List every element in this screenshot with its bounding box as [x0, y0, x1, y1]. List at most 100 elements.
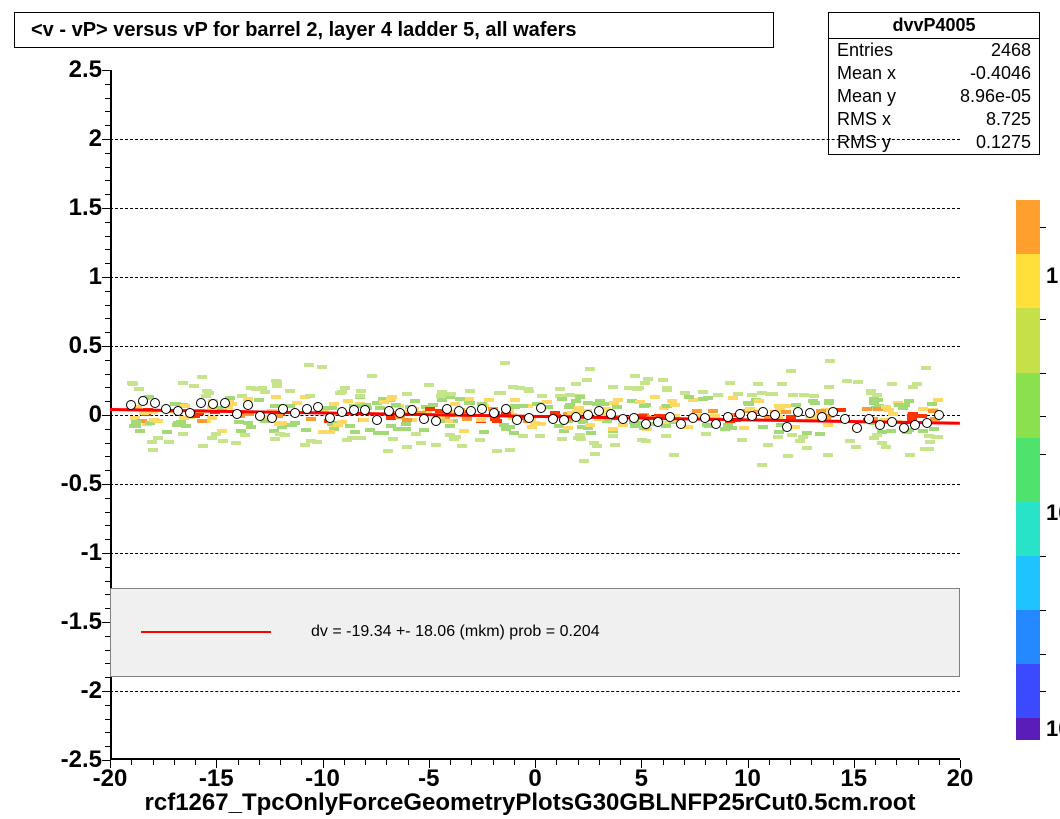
- profile-marker: [922, 418, 932, 428]
- heatmap-cell: [823, 423, 833, 427]
- heatmap-cell: [862, 407, 872, 411]
- heatmap-cell: [630, 424, 640, 428]
- grid-line: [110, 208, 960, 209]
- colorbar-segment: [1016, 254, 1040, 308]
- x-minor-tick: [896, 760, 897, 765]
- profile-marker: [501, 404, 511, 414]
- y-minor-tick: [105, 512, 110, 513]
- profile-marker: [536, 403, 546, 413]
- heatmap-cell: [515, 386, 525, 390]
- heatmap-cell: [416, 441, 426, 445]
- heatmap-cell: [201, 394, 211, 398]
- x-minor-tick: [684, 760, 685, 765]
- heatmap-cell: [635, 400, 645, 404]
- y-minor-tick: [105, 498, 110, 499]
- profile-marker: [934, 410, 944, 420]
- y-minor-tick: [105, 332, 110, 333]
- profile-marker: [454, 406, 464, 416]
- y-tick: [102, 484, 110, 485]
- heatmap-cell: [301, 428, 311, 432]
- heatmap-cell: [446, 392, 456, 396]
- plot-title: <v - vP> versus vP for barrel 2, layer 4…: [14, 12, 774, 48]
- heatmap-cell: [304, 363, 314, 367]
- heatmap-cell: [445, 424, 455, 428]
- heatmap-cell: [574, 406, 584, 410]
- x-minor-tick: [620, 760, 621, 765]
- x-minor-tick: [238, 760, 239, 765]
- heatmap-cell: [757, 463, 767, 467]
- heatmap-cell: [753, 382, 763, 386]
- y-tick: [102, 415, 110, 416]
- profile-marker: [700, 413, 710, 423]
- heatmap-cell: [698, 390, 708, 394]
- heatmap-cell: [555, 387, 565, 391]
- heatmap-cell: [234, 420, 244, 424]
- heatmap-cell: [181, 424, 191, 428]
- y-minor-tick: [105, 456, 110, 457]
- heatmap-cell: [505, 425, 515, 429]
- heatmap-cell: [198, 444, 208, 448]
- y-tick-label: 0.5: [42, 332, 102, 360]
- profile-marker: [723, 412, 733, 422]
- stats-value: 8.725: [986, 109, 1031, 130]
- heatmap-cell: [823, 453, 833, 457]
- profile-marker: [477, 404, 487, 414]
- profile-marker: [161, 404, 171, 414]
- heatmap-cell: [871, 398, 881, 402]
- heatmap-cell: [713, 393, 723, 397]
- heatmap-cell: [379, 400, 389, 404]
- x-minor-tick: [365, 760, 366, 765]
- heatmap-cell: [134, 387, 144, 391]
- x-minor-tick: [174, 760, 175, 765]
- y-minor-tick: [105, 180, 110, 181]
- heatmap-cell: [931, 435, 941, 439]
- heatmap-cell: [178, 432, 188, 436]
- heatmap-cell: [586, 431, 596, 435]
- heatmap-cell: [476, 418, 486, 422]
- heatmap-cell: [824, 385, 834, 389]
- heatmap-cell: [763, 443, 773, 447]
- heatmap-cell: [585, 423, 595, 427]
- y-tick: [102, 346, 110, 347]
- heatmap-cell: [557, 397, 567, 401]
- colorbar-tick: [1040, 373, 1046, 374]
- heatmap-cell: [484, 398, 494, 402]
- heatmap-cell: [929, 427, 939, 431]
- heatmap-cell: [884, 408, 894, 412]
- y-tick-label: 2.5: [42, 56, 102, 84]
- heatmap-cell: [465, 401, 475, 405]
- profile-marker: [267, 413, 277, 423]
- heatmap-cell: [391, 403, 401, 407]
- profile-marker: [629, 413, 639, 423]
- heatmap-cell: [612, 405, 622, 409]
- heatmap-cell: [153, 436, 163, 440]
- heatmap-cell: [436, 394, 446, 398]
- heatmap-cell: [337, 390, 347, 394]
- y-minor-tick: [105, 567, 110, 568]
- profile-marker: [512, 415, 522, 425]
- heatmap-cell: [317, 365, 327, 369]
- heatmap-cell: [640, 381, 650, 385]
- profile-marker: [594, 406, 604, 416]
- x-minor-tick: [471, 760, 472, 765]
- heatmap-cell: [445, 395, 455, 399]
- colorbar-segment: [1016, 718, 1040, 740]
- heatmap-cell: [437, 398, 447, 402]
- heatmap-cell: [347, 436, 357, 440]
- profile-marker: [419, 414, 429, 424]
- heatmap-cell: [787, 433, 797, 437]
- heatmap-cell: [402, 392, 412, 396]
- heatmap-cell: [260, 390, 270, 394]
- heatmap-cell: [290, 421, 300, 425]
- colorbar: 11010: [1016, 200, 1040, 740]
- heatmap-cell: [698, 397, 708, 401]
- heatmap-cell: [305, 394, 315, 398]
- heatmap-cell: [661, 424, 671, 428]
- heatmap-cell: [582, 378, 592, 382]
- y-tick-label: -1: [42, 539, 102, 567]
- profile-marker: [782, 422, 792, 432]
- heatmap-cell: [810, 401, 820, 405]
- heatmap-cell: [573, 436, 583, 440]
- heatmap-cell: [661, 434, 671, 438]
- heatmap-cell: [343, 399, 353, 403]
